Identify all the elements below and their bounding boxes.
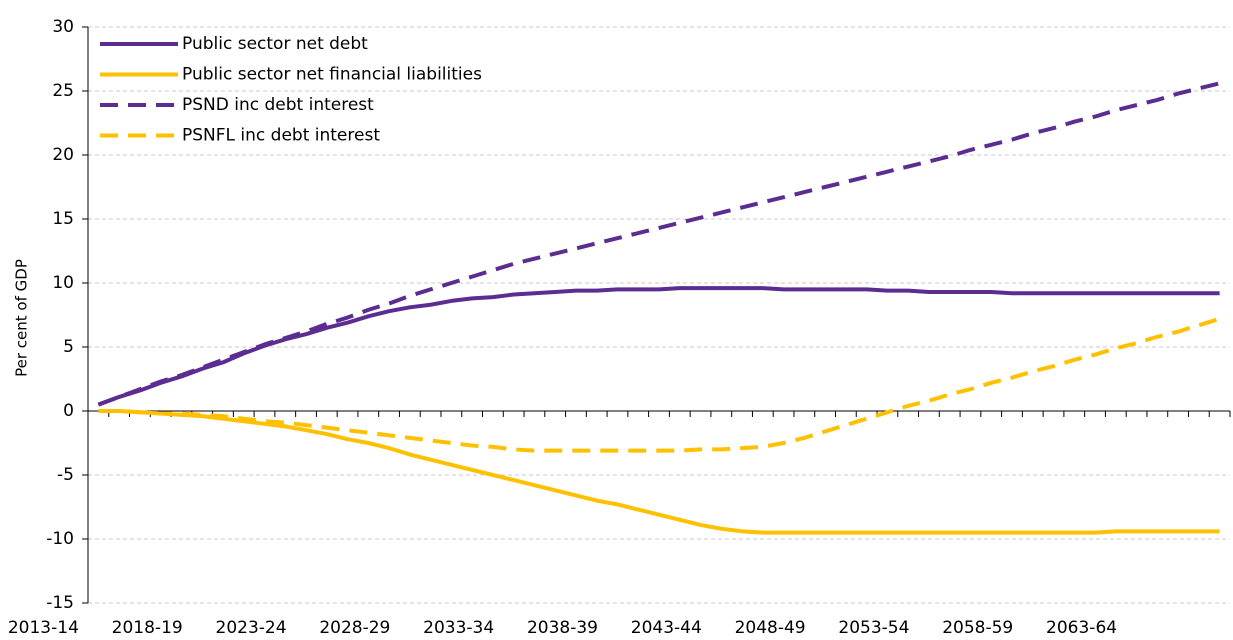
legend-label: PSND inc debt interest	[182, 95, 374, 115]
x-tick-label: 2013-14	[8, 618, 79, 638]
y-tick-label: -10	[46, 529, 74, 549]
x-tick-label: 2023-24	[216, 618, 287, 638]
y-tick-label: -15	[46, 593, 74, 613]
x-tick-label: 2028-29	[319, 618, 390, 638]
y-tick-label: 10	[52, 273, 74, 293]
series-line	[97, 286, 1220, 407]
series-line	[98, 316, 1221, 453]
legend-label: Public sector net debt	[182, 34, 368, 54]
x-tick-label: 2018-19	[112, 618, 183, 638]
x-tick-label: 2033-34	[423, 618, 494, 638]
y-tick-label: 30	[52, 17, 74, 37]
series-line	[97, 81, 1221, 407]
x-tick-label: 2043-44	[631, 618, 702, 638]
y-tick-label: 5	[63, 337, 74, 357]
y-tick-label: 0	[63, 401, 74, 421]
y-axis-label: Per cent of GDP	[13, 259, 31, 377]
legend-label: PSNFL inc debt interest	[182, 126, 380, 146]
y-tick-label: 25	[52, 81, 74, 101]
x-tick-label: 2058-59	[942, 618, 1013, 638]
legend-label: Public sector net financial liabilities	[182, 65, 482, 85]
y-tick-label: -5	[57, 465, 74, 485]
x-tick-label: 2048-49	[735, 618, 806, 638]
x-tick-label: 2063-64	[1046, 618, 1117, 638]
y-tick-label: 20	[52, 145, 74, 165]
y-tick-label: 15	[52, 209, 74, 229]
x-tick-label: 2038-39	[527, 618, 598, 638]
x-tick-label: 2053-54	[838, 618, 909, 638]
series-line	[98, 409, 1220, 535]
